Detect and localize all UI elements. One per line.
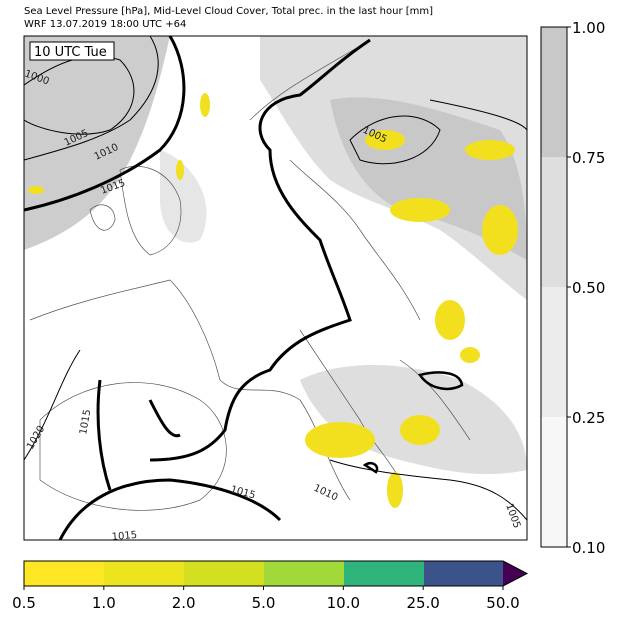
map-area [24,36,527,540]
colorbar-label: 1.0 [92,594,116,612]
colorbar-label: 0.5 [12,594,36,612]
cloud-colorbar [540,26,568,548]
contour-label: 1015 [111,530,137,543]
time-box [29,41,115,61]
subtitle: WRF 13.07.2019 18:00 UTC +64 [24,19,186,30]
title: Sea Level Pressure [hPa], Mid-Level Clou… [24,6,433,17]
contour-label: 1015 [78,409,93,436]
colorbar-label: 0.10 [572,539,605,557]
colorbar-label: 2.0 [172,594,196,612]
colorbar-label: 5.0 [252,594,276,612]
time-label: 10 UTC Tue [34,45,107,60]
colorbar-label: 1.00 [572,19,605,37]
colorbar-label: 0.25 [572,409,605,427]
coastlines [29,39,471,511]
precipitation [28,93,518,508]
colorbar-label: 50.0 [486,594,519,612]
colorbar-label: 0.50 [572,279,605,297]
colorbar-label: 0.75 [572,149,605,167]
map-frame [23,35,528,541]
colorbar-label: 25.0 [406,594,439,612]
precip-colorbar [23,560,529,587]
colorbar-label: 10.0 [327,594,360,612]
